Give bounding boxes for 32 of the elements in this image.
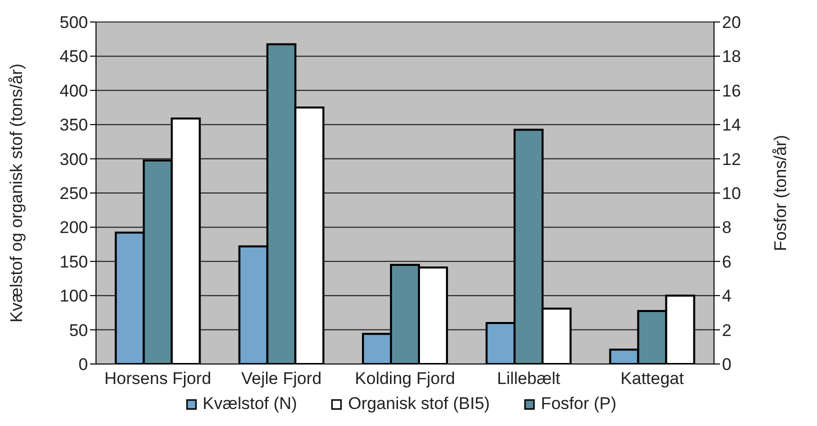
legend-label: Organisk stof (BI5) [347,394,490,414]
x-tick-label: Kattegat [620,369,684,388]
y2-tick-label: 16 [722,81,741,100]
y-tick-label: 150 [60,252,88,272]
y2-tick-label: 20 [722,13,741,32]
x-tick-label: Lillebælt [496,369,561,388]
y-tick-label: 250 [60,184,88,204]
y2-tick-label: 4 [722,286,732,306]
x-tick-label: Kolding Fjord [354,369,456,388]
y-tick-label: 500 [60,13,88,32]
legend-label: Kvælstof (N) [202,394,298,414]
y-tick-label: 200 [60,218,88,238]
y-tick-label: 0 [78,355,88,374]
y2-tick-label: 12 [722,150,741,169]
y-tick-label: 300 [60,150,88,169]
y-tick-label: 400 [60,81,88,100]
y-tick-label: 100 [60,286,88,306]
y2-axis-title: Fosfor (tons/år) [771,134,790,252]
y2-tick-label: 2 [722,320,732,340]
x-tick-label: Vejle Fjord [241,369,322,388]
y2-tick-label: 10 [722,184,741,204]
x-tick-label: Horsens Fjord [104,369,212,388]
legend-label: Fosfor (P) [540,394,616,414]
y2-tick-label: 8 [722,218,732,238]
y-tick-label: 50 [69,320,88,340]
y-tick-label: 450 [60,47,88,66]
y2-tick-label: 6 [722,252,732,272]
y2-tick-label: 0 [722,355,732,374]
y2-tick-label: 18 [722,47,741,66]
y-axis-title: Kvælstof og organisk stof (tons/år) [7,64,26,322]
y-tick-label: 350 [60,116,88,135]
y2-tick-label: 14 [722,116,741,135]
